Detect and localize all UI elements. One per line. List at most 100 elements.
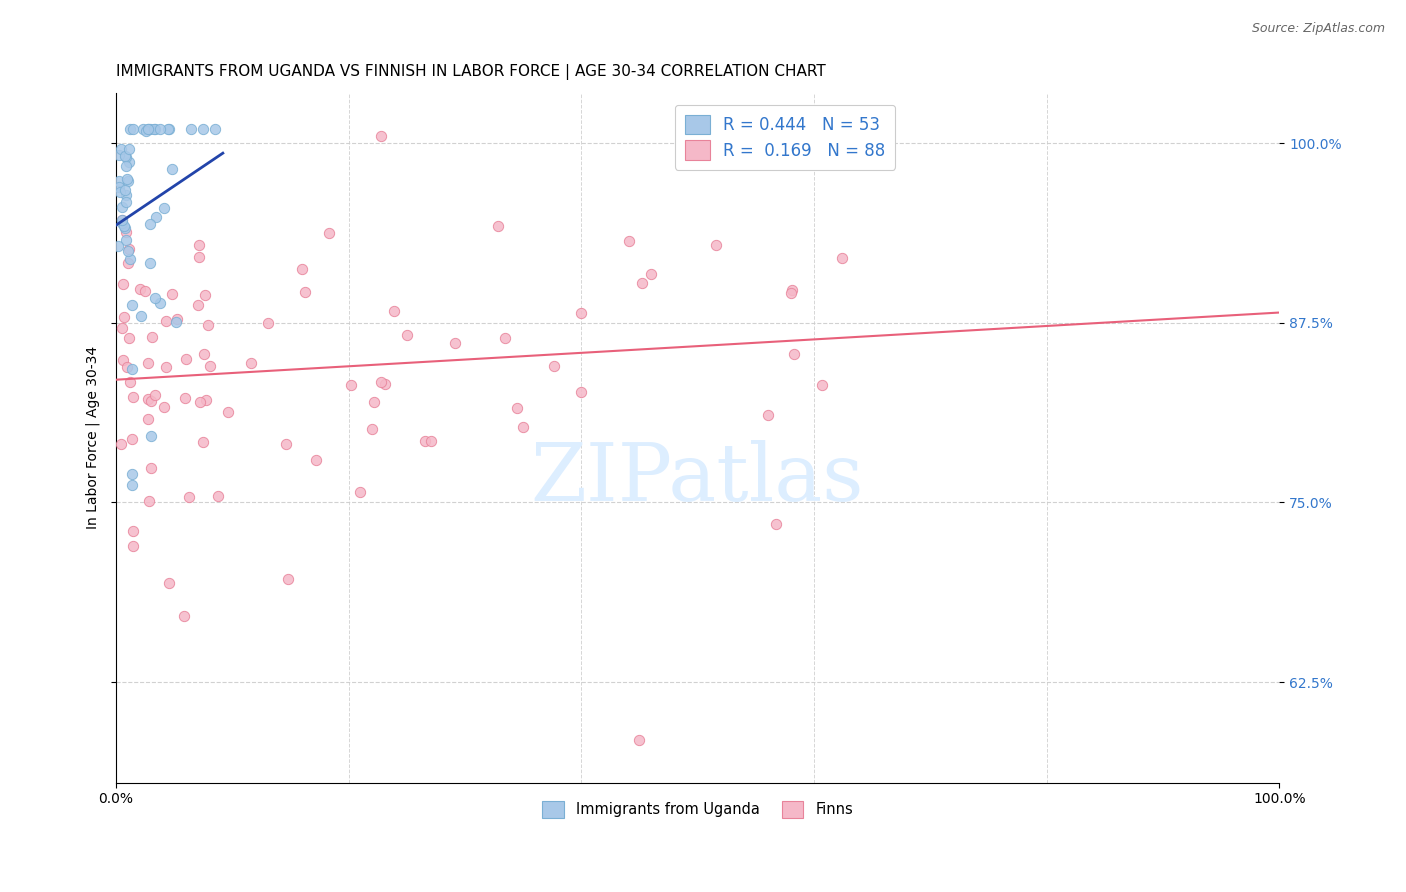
- Point: [115, 233, 138, 247]
- Y-axis label: In Labor Force | Age 30-34: In Labor Force | Age 30-34: [86, 346, 100, 529]
- Point: [257, 316, 280, 330]
- Point: [122, 121, 145, 136]
- Point: [111, 212, 134, 227]
- Point: [139, 428, 162, 442]
- Point: [811, 378, 834, 392]
- Point: [139, 460, 162, 475]
- Point: [136, 392, 159, 406]
- Point: [780, 283, 803, 297]
- Point: [191, 435, 214, 450]
- Point: [149, 121, 172, 136]
- Point: [176, 351, 198, 366]
- Point: [108, 147, 131, 161]
- Point: [779, 286, 801, 301]
- Point: [110, 213, 132, 227]
- Point: [111, 353, 134, 368]
- Point: [274, 436, 297, 450]
- Point: [117, 242, 139, 256]
- Point: [217, 405, 239, 419]
- Point: [155, 314, 177, 328]
- Point: [630, 277, 652, 291]
- Point: [136, 412, 159, 426]
- Point: [118, 331, 141, 345]
- Point: [120, 252, 142, 266]
- Point: [188, 250, 211, 264]
- Point: [173, 609, 195, 624]
- Point: [115, 159, 138, 173]
- Point: [444, 336, 467, 351]
- Point: [704, 237, 727, 252]
- Point: [204, 121, 226, 136]
- Point: [160, 162, 183, 177]
- Point: [157, 575, 180, 590]
- Point: [110, 142, 132, 156]
- Point: [395, 328, 418, 343]
- Point: [628, 732, 651, 747]
- Point: [132, 121, 155, 136]
- Point: [157, 121, 180, 136]
- Point: [118, 155, 141, 169]
- Point: [120, 375, 142, 389]
- Point: [114, 149, 136, 163]
- Point: [121, 298, 143, 312]
- Point: [136, 356, 159, 370]
- Point: [783, 347, 806, 361]
- Point: [360, 422, 382, 436]
- Point: [198, 359, 221, 373]
- Point: [145, 121, 167, 136]
- Point: [115, 225, 138, 239]
- Point: [112, 219, 135, 234]
- Point: [139, 217, 162, 231]
- Point: [111, 320, 134, 334]
- Point: [153, 401, 176, 415]
- Point: [640, 267, 662, 281]
- Point: [157, 121, 180, 136]
- Point: [115, 195, 138, 210]
- Point: [419, 434, 441, 448]
- Point: [543, 359, 565, 373]
- Point: [112, 310, 135, 324]
- Point: [114, 221, 136, 235]
- Text: IMMIGRANTS FROM UGANDA VS FINNISH IN LABOR FORCE | AGE 30-34 CORRELATION CHART: IMMIGRANTS FROM UGANDA VS FINNISH IN LAB…: [115, 64, 825, 80]
- Point: [115, 359, 138, 374]
- Point: [108, 180, 131, 194]
- Point: [117, 244, 139, 258]
- Point: [121, 390, 143, 404]
- Point: [122, 524, 145, 539]
- Point: [370, 128, 392, 143]
- Point: [117, 174, 139, 188]
- Point: [110, 437, 132, 451]
- Point: [138, 256, 160, 270]
- Point: [187, 238, 209, 252]
- Point: [145, 211, 167, 225]
- Point: [318, 226, 340, 240]
- Point: [129, 282, 152, 296]
- Point: [363, 395, 385, 409]
- Point: [374, 377, 396, 392]
- Point: [114, 150, 136, 164]
- Legend: Immigrants from Uganda, Finns: Immigrants from Uganda, Finns: [537, 795, 859, 823]
- Point: [194, 287, 217, 301]
- Point: [143, 121, 166, 136]
- Point: [139, 121, 162, 136]
- Point: [569, 385, 592, 400]
- Point: [486, 219, 509, 233]
- Point: [756, 408, 779, 422]
- Text: Source: ZipAtlas.com: Source: ZipAtlas.com: [1251, 22, 1385, 36]
- Point: [111, 200, 134, 214]
- Point: [803, 131, 825, 145]
- Point: [107, 239, 129, 253]
- Point: [294, 285, 316, 299]
- Point: [506, 401, 529, 415]
- Point: [134, 284, 156, 298]
- Point: [193, 347, 215, 361]
- Point: [177, 490, 200, 504]
- Point: [831, 251, 853, 265]
- Point: [139, 394, 162, 409]
- Point: [413, 434, 436, 449]
- Point: [162, 287, 184, 301]
- Point: [143, 387, 166, 401]
- Point: [166, 311, 188, 326]
- Point: [569, 306, 592, 320]
- Point: [138, 121, 160, 136]
